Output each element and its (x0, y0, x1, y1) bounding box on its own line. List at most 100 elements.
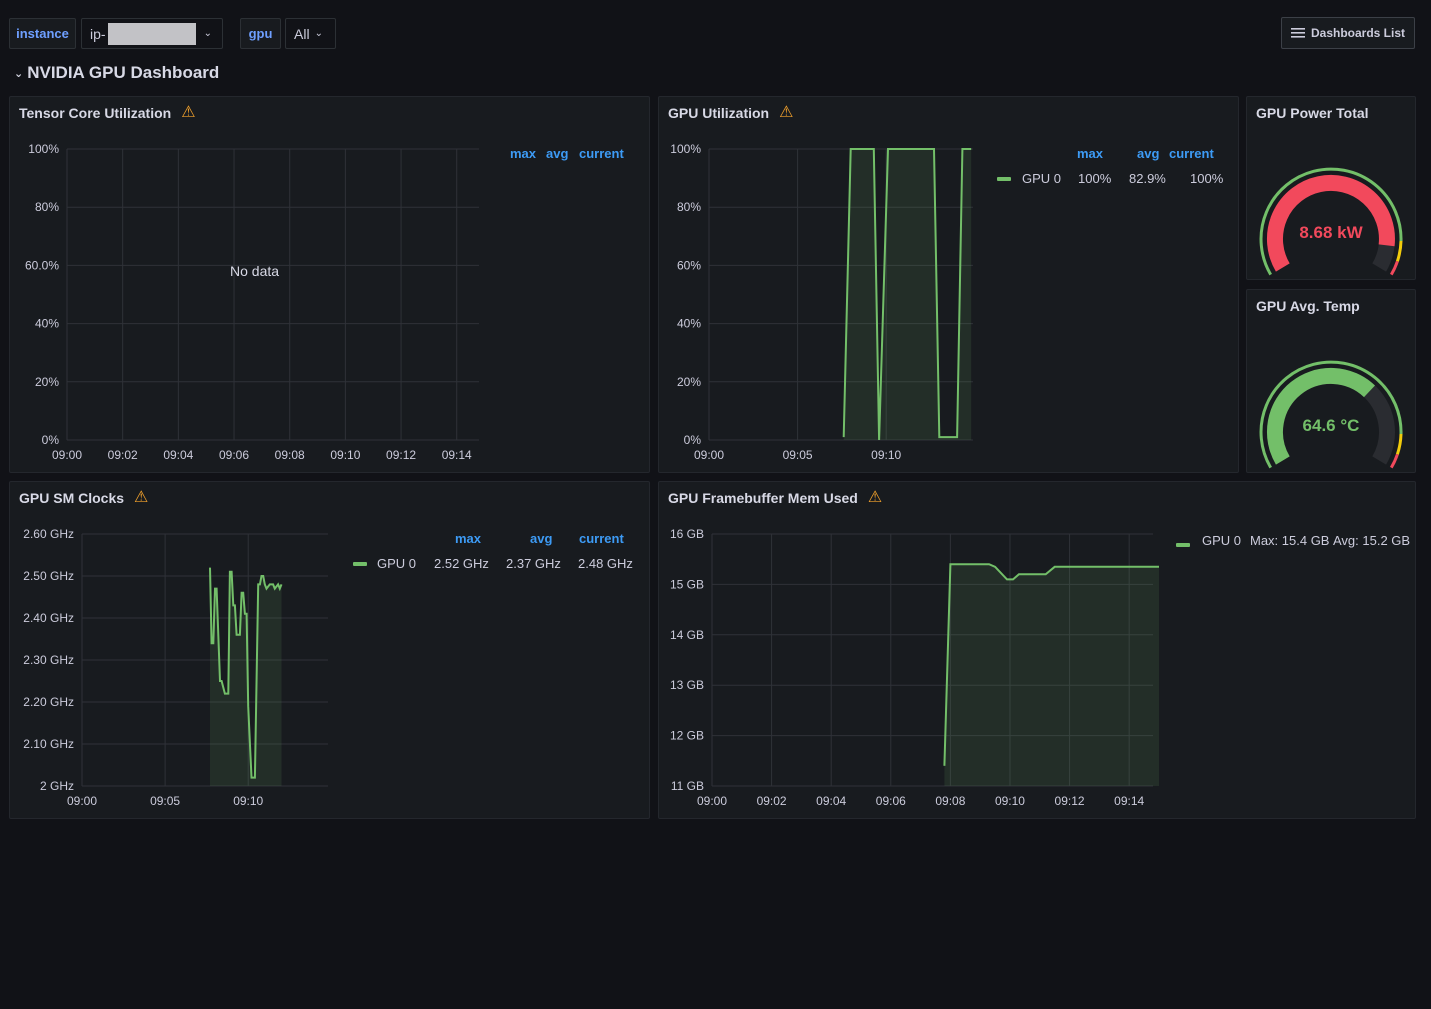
no-data-message: No data (230, 263, 280, 279)
legend-header-current[interactable]: current (579, 531, 624, 546)
warning-icon[interactable]: ⚠ (134, 489, 149, 506)
legend-value-max: Max: 15.4 GB (1250, 533, 1330, 548)
legend-value-current: 2.48 GHz (578, 556, 633, 571)
y-axis-tick-label: 11 GB (671, 779, 704, 793)
x-axis-tick-label: 09:14 (442, 448, 472, 462)
legend-value-max: 100% (1078, 171, 1112, 186)
y-axis-tick-label: 100% (670, 142, 701, 156)
series-area-fill (210, 567, 282, 786)
legend-header-current[interactable]: current (579, 146, 624, 161)
legend-series-name[interactable]: GPU 0 (1202, 533, 1242, 548)
gauge-threshold-red (1389, 260, 1399, 276)
legend-value-current: 100% (1190, 171, 1224, 186)
y-axis-tick-label: 80% (35, 200, 59, 214)
panel-gpu-utilization[interactable]: GPU Utilization ⚠ 100% 80% 60% 40% 20% 0% 09:0… (658, 96, 1239, 473)
legend-value-avg: 2.37 GHz (506, 556, 561, 571)
panel-title-text: GPU Framebuffer Mem Used (668, 490, 858, 506)
panel-gpu-power-total[interactable]: GPU Power Total 8.68 kW (1246, 96, 1416, 280)
row-header[interactable]: ⌄ NVIDIA GPU Dashboard (14, 63, 219, 83)
panel-gpu-avg-temp[interactable]: GPU Avg. Temp 64.6 °C (1246, 289, 1416, 473)
x-axis-tick-label: 09:06 (219, 448, 249, 462)
x-axis-tick-label: 09:00 (694, 448, 724, 462)
panel-title-text: Tensor Core Utilization (19, 105, 172, 121)
x-axis-tick-label: 09:06 (876, 794, 906, 808)
menu-icon (1290, 28, 1305, 38)
y-axis-tick-label: 2.10 GHz (23, 737, 74, 751)
panel-tensor-core-utilization[interactable]: Tensor Core Utilization ⚠ 100% 80% 60.0% 40… (9, 96, 650, 473)
x-axis-tick-label: 09:00 (52, 448, 82, 462)
x-axis-tick-label: 09:10 (233, 794, 263, 808)
y-axis-tick-label: 100% (28, 142, 59, 156)
y-axis-tick-label: 2.50 GHz (23, 569, 74, 583)
x-axis-tick-label: 09:05 (150, 794, 180, 808)
dashboards-list-label: Dashboards List (1310, 26, 1406, 40)
gauge-value-text: 8.68 kW (1299, 223, 1363, 242)
gpu-variable-label: gpu (240, 18, 281, 49)
legend-header-current[interactable]: current (1169, 146, 1214, 161)
y-axis-tick-label: 14 GB (670, 628, 704, 642)
x-axis-tick-label: 09:12 (386, 448, 416, 462)
panel-title-text: GPU Utilization (668, 105, 770, 121)
gauge-threshold-yellow (1395, 433, 1403, 455)
x-axis-tick-label: 09:14 (1114, 794, 1144, 808)
legend-series-name[interactable]: GPU 0 (377, 556, 417, 571)
instance-variable-select[interactable]: ip- ⌄ (81, 18, 223, 49)
y-axis-tick-label: 2.20 GHz (23, 695, 74, 709)
panel-title: GPU Utilization ⚠ (668, 104, 794, 122)
legend-header-avg[interactable]: avg (546, 146, 569, 161)
panel-gpu-framebuffer-mem-used[interactable]: GPU Framebuffer Mem Used ⚠ 16 GB 15 GB 14 … (658, 481, 1416, 819)
x-axis-tick-label: 09:00 (697, 794, 727, 808)
y-axis-tick-label: 2.30 GHz (23, 653, 74, 667)
y-axis-tick-label: 40% (677, 317, 701, 331)
instance-value-text: ip- (90, 25, 106, 42)
series-line (209, 567, 283, 779)
chevron-down-icon: ⌄ (14, 67, 24, 80)
warning-icon[interactable]: ⚠ (779, 104, 794, 121)
legend-header-max[interactable]: max (510, 146, 537, 161)
x-axis-tick-label: 09:10 (995, 794, 1025, 808)
panel-title: GPU Power Total (1256, 105, 1369, 121)
y-axis-tick-label: 2.40 GHz (23, 611, 74, 625)
y-axis-tick-label: 15 GB (670, 577, 704, 591)
y-axis-tick-label: 12 GB (670, 729, 704, 743)
panel-title-text: GPU Avg. Temp (1256, 298, 1360, 314)
panel-title-text: GPU Power Total (1256, 105, 1369, 121)
panel-title: Tensor Core Utilization ⚠ (19, 104, 196, 122)
x-axis-tick-label: 09:02 (757, 794, 787, 808)
y-axis-tick-label: 16 GB (670, 527, 704, 541)
gauge-threshold-yellow (1395, 240, 1403, 262)
warning-icon[interactable]: ⚠ (867, 489, 883, 506)
dashboard-toolbar: instance ip- ⌄ gpu All ⌄ Dashboards List (0, 0, 1431, 64)
y-axis-tick-label: 60% (677, 258, 701, 272)
warning-icon[interactable]: ⚠ (181, 104, 196, 121)
series-area-fill (843, 149, 972, 440)
redacted-block (107, 22, 196, 45)
legend-series-name[interactable]: GPU 0 (1022, 171, 1062, 186)
y-axis-tick-label: 60.0% (25, 258, 59, 272)
legend-series-swatch (353, 562, 367, 566)
dashboards-list-button[interactable]: Dashboards List (1281, 17, 1415, 49)
legend-value-max: 2.52 GHz (434, 556, 489, 571)
legend-header-max[interactable]: max (1077, 146, 1104, 161)
y-axis-tick-label: 20% (677, 375, 701, 389)
y-axis-tick-label: 20% (35, 375, 59, 389)
y-axis-tick-label: 80% (677, 200, 701, 214)
legend-header-avg[interactable]: avg (530, 531, 553, 546)
gauge-threshold-green (1259, 360, 1403, 469)
gauge-threshold-red (1389, 453, 1399, 469)
gauge-threshold-green (1259, 167, 1403, 276)
legend-value-avg: 82.9% (1129, 171, 1166, 186)
x-axis-tick-label: 09:12 (1055, 794, 1085, 808)
power-gauge-svg: 8.68 kW (1259, 167, 1403, 276)
tensor-chart-svg: 100% 80% 60.0% 40% 20% 0%09:00 09:02 09:04 09:06… (25, 142, 479, 462)
panel-title-text: GPU SM Clocks (19, 490, 125, 506)
x-axis-tick-label: 09:02 (108, 448, 138, 462)
x-axis-tick-label: 09:08 (935, 794, 965, 808)
x-axis-tick-label: 09:04 (163, 448, 193, 462)
legend-header-avg[interactable]: avg (1137, 146, 1160, 161)
panel-gpu-sm-clocks[interactable]: GPU SM Clocks ⚠ 2.60 GHz 2.50 GHz 2.40 GHz… (9, 481, 650, 819)
legend-header-max[interactable]: max (455, 531, 482, 546)
panel-title: GPU SM Clocks ⚠ (19, 489, 149, 507)
x-axis-tick-label: 09:10 (871, 448, 901, 462)
gpu-variable-select[interactable]: All ⌄ (285, 18, 336, 49)
